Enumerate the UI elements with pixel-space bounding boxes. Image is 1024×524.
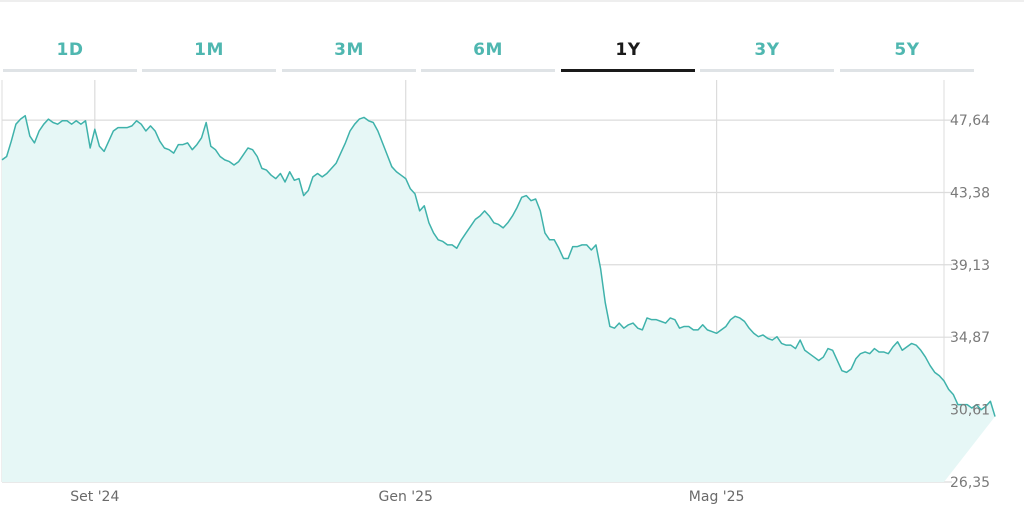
x-axis: Set '24 Gen '25 Mag '25 — [70, 489, 744, 505]
x-tick-label: Mag '25 — [689, 489, 745, 505]
y-tick-label: 47,64 — [950, 113, 990, 129]
tab-5y[interactable]: 5Y — [840, 34, 974, 72]
x-tick-label: Set '24 — [70, 489, 119, 505]
y-tick-label: 34,87 — [950, 330, 990, 346]
top-divider — [0, 0, 1024, 2]
x-tick-label: Gen '25 — [378, 489, 432, 505]
tab-3m[interactable]: 3M — [282, 34, 416, 72]
tab-6m[interactable]: 6M — [421, 34, 555, 72]
y-axis: 47,64 43,38 39,13 34,87 30,61 26,35 — [950, 113, 990, 491]
tab-3y[interactable]: 3Y — [700, 34, 834, 72]
price-line — [1, 114, 996, 417]
price-area — [2, 115, 996, 482]
tab-1d[interactable]: 1D — [3, 34, 137, 72]
y-tick-label: 39,13 — [950, 258, 990, 274]
y-tick-label: 30,61 — [950, 403, 990, 419]
range-tabs: 1D 1M 3M 6M 1Y 3Y 5Y — [0, 34, 1024, 76]
y-tick-label: 26,35 — [950, 475, 990, 491]
tab-1y[interactable]: 1Y — [561, 34, 695, 72]
y-tick-label: 43,38 — [950, 186, 990, 202]
tab-1m[interactable]: 1M — [142, 34, 276, 72]
